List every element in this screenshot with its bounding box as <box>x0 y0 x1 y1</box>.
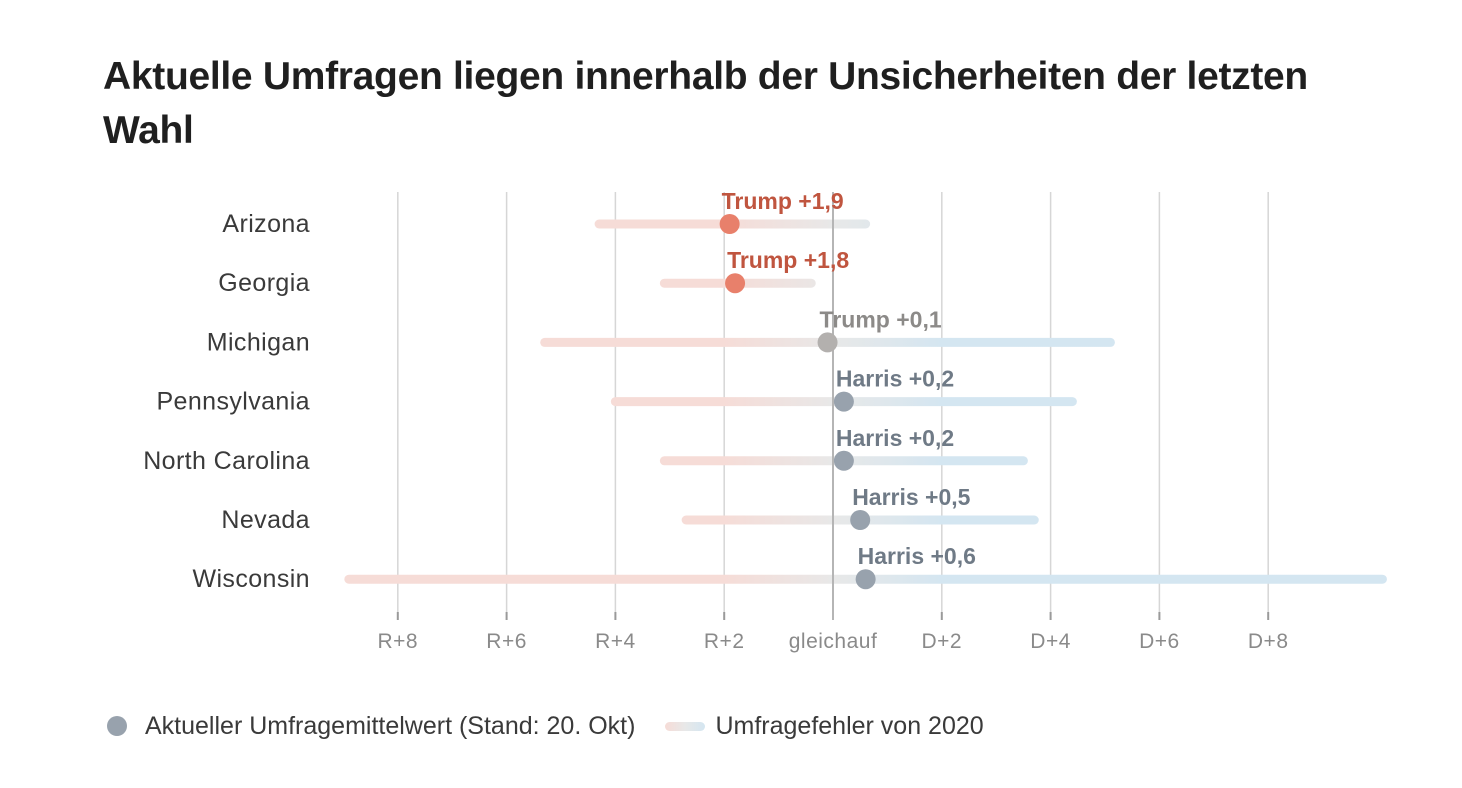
state-label: Michigan <box>207 328 310 356</box>
state-label: Arizona <box>222 210 310 238</box>
legend-poll-label: Aktueller Umfragemittelwert (Stand: 20. … <box>145 711 636 740</box>
x-tick-label: D+6 <box>1139 630 1180 653</box>
poll-value-label: Trump +1,8 <box>727 247 849 273</box>
poll-dot <box>850 510 871 530</box>
poll-dot <box>833 450 854 471</box>
x-tick-label: D+4 <box>1030 630 1071 653</box>
poll-value-label: Harris +0,2 <box>836 366 954 392</box>
state-label: North Carolina <box>143 447 310 475</box>
state-label: Wisconsin <box>192 565 310 593</box>
chart-title: Aktuelle Umfragen liegen innerhalb der U… <box>103 55 1308 152</box>
legend: Aktueller Umfragemittelwert (Stand: 20. … <box>107 706 984 746</box>
poll-dot-layer <box>719 214 876 590</box>
x-tick-label: R+8 <box>377 630 418 653</box>
poll-dot <box>833 391 854 412</box>
poll-value-label: Harris +0,5 <box>852 484 970 510</box>
poll-value-label: Harris +0,6 <box>858 543 976 569</box>
poll-dot <box>725 273 746 294</box>
x-tick-label: D+8 <box>1248 630 1289 653</box>
text-layer: R+8 R+6 R+4 R+2 gleichauf D+2 D+4 D+6 D+8 Arizona… <box>143 188 1288 653</box>
poll-value-label: Harris +0,2 <box>836 425 954 451</box>
x-tick-label: gleichauf <box>789 630 878 653</box>
x-tick-label: R+4 <box>595 630 636 653</box>
poll-value-label: Trump +1,9 <box>722 188 844 214</box>
state-label: Pennsylvania <box>156 388 310 416</box>
legend-error-label: Umfragefehler von 2020 <box>715 711 984 740</box>
legend-error-bar-icon <box>665 721 706 731</box>
state-label: Georgia <box>218 269 310 297</box>
x-tick-label: R+2 <box>704 630 745 653</box>
x-tick-label: D+2 <box>921 630 962 653</box>
poll-dot <box>719 214 740 234</box>
x-tick-label: R+6 <box>486 630 527 653</box>
poll-dot <box>817 332 838 353</box>
legend-poll-dot-icon <box>107 716 127 736</box>
state-label: Nevada <box>221 506 310 534</box>
poll-value-label: Trump +0,1 <box>820 306 942 332</box>
poll-dot <box>855 569 876 590</box>
